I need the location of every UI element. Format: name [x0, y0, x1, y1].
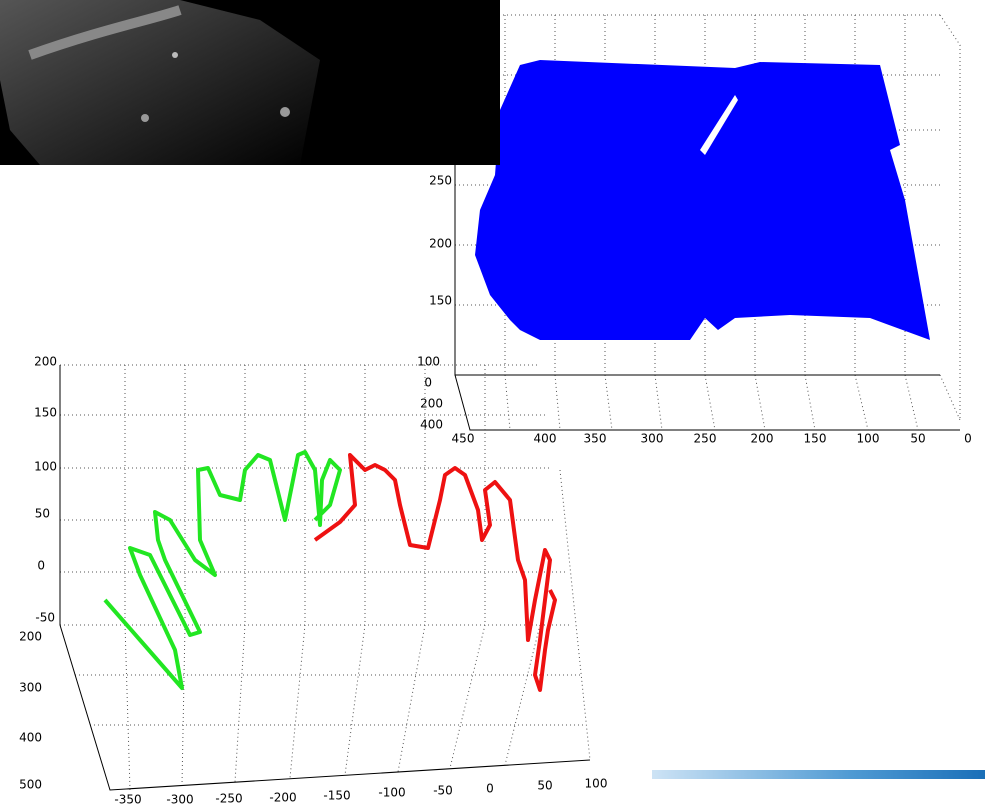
y-tick-label: 400: [420, 418, 443, 432]
z-tick-label: 200: [429, 237, 452, 251]
bottom-plot: [60, 365, 590, 790]
x-tick-label: 300: [641, 432, 664, 446]
decor-bar: [652, 770, 985, 779]
top-plot: [455, 0, 960, 430]
x-tick-label: -300: [166, 793, 193, 806]
y-tick-label: 200: [19, 630, 42, 644]
x-tick-label: 250: [694, 432, 717, 446]
z-tick-label: -50: [35, 611, 55, 625]
x-tick-label: 100: [585, 777, 608, 791]
x-tick-label: 0: [964, 432, 972, 446]
x-tick-label: 50: [537, 779, 552, 793]
x-tick-label: 450: [452, 432, 475, 446]
z-tick-label: 150: [34, 406, 57, 420]
x-tick-label: 400: [534, 432, 557, 446]
y-tick-label: 200: [420, 397, 443, 411]
x-tick-label: -150: [323, 789, 350, 803]
x-tick-label: -200: [269, 791, 296, 805]
x-tick-label: -350: [114, 793, 141, 806]
red-trajectory: [315, 455, 555, 690]
photo: [0, 0, 500, 165]
z-tick-label: 150: [429, 294, 452, 308]
x-tick-label: -100: [378, 786, 405, 800]
x-tick-label: 150: [804, 432, 827, 446]
page: 250 200 150 100 0 200 400 450 400 350 300 250 200 150…: [0, 0, 985, 806]
z-tick-label: 100: [34, 460, 57, 474]
blue-surface: [475, 60, 930, 340]
x-tick-label: 0: [486, 782, 494, 796]
z-tick-label: 250: [429, 174, 452, 188]
z-tick-label: 100: [417, 355, 440, 369]
x-tick-label: -50: [433, 784, 453, 798]
x-tick-label: 200: [751, 432, 774, 446]
z-tick-label: 0: [37, 559, 45, 573]
y-tick-label: 400: [19, 731, 42, 745]
x-tick-label: 50: [910, 432, 925, 446]
x-tick-label: -250: [215, 792, 242, 806]
z-tick-label: 200: [34, 355, 57, 369]
x-tick-label: 100: [857, 432, 880, 446]
y-tick-label: 0: [424, 376, 432, 390]
z-tick-label: 50: [35, 507, 50, 521]
y-tick-label: 500: [19, 778, 42, 792]
y-tick-label: 300: [19, 681, 42, 695]
x-tick-label: 350: [584, 432, 607, 446]
